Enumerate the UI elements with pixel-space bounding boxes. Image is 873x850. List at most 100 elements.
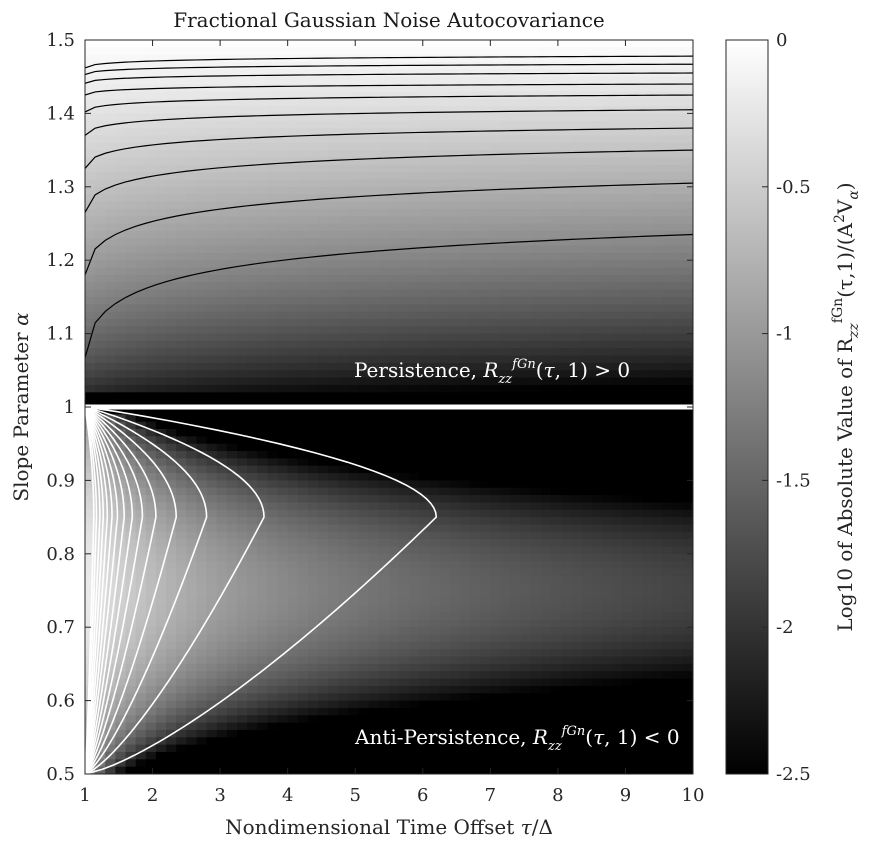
heatmap-cell bbox=[358, 641, 370, 650]
heatmap-cell bbox=[247, 40, 258, 48]
heatmap-cell bbox=[226, 216, 238, 225]
heatmap-cell bbox=[389, 678, 400, 687]
heatmap-cell bbox=[307, 707, 319, 716]
heatmap-cell bbox=[186, 216, 198, 225]
heatmap-cell bbox=[135, 414, 147, 423]
heatmap-cell bbox=[561, 194, 572, 203]
heatmap-cell bbox=[318, 208, 329, 217]
heatmap-cell bbox=[480, 304, 491, 313]
heatmap-cell bbox=[267, 69, 279, 78]
heatmap-cell bbox=[226, 575, 238, 584]
heatmap-cell bbox=[226, 106, 238, 114]
heatmap-cell bbox=[541, 465, 552, 474]
heatmap-cell bbox=[186, 509, 198, 518]
heatmap-cell bbox=[368, 348, 380, 357]
heatmap-cell bbox=[166, 267, 177, 276]
heatmap-cell bbox=[419, 355, 431, 364]
heatmap-cell bbox=[115, 318, 127, 327]
heatmap-cell bbox=[520, 362, 532, 371]
heatmap-cell bbox=[186, 135, 198, 144]
heatmap-cell bbox=[459, 707, 471, 716]
heatmap-cell bbox=[439, 340, 451, 349]
heatmap-cell bbox=[176, 223, 187, 232]
heatmap-cell bbox=[95, 76, 106, 85]
heatmap-cell bbox=[287, 649, 299, 658]
heatmap-cell bbox=[561, 318, 572, 327]
heatmap-cell bbox=[186, 649, 198, 658]
heatmap-cell bbox=[176, 98, 187, 107]
heatmap-cell bbox=[226, 744, 238, 753]
heatmap-cell bbox=[145, 362, 157, 371]
heatmap-cell bbox=[429, 634, 441, 643]
heatmap-cell bbox=[216, 744, 228, 753]
heatmap-cell bbox=[328, 656, 339, 665]
heatmap-cell bbox=[237, 208, 248, 217]
heatmap-cell bbox=[399, 451, 410, 459]
heatmap-cell bbox=[247, 495, 258, 504]
heatmap-cell bbox=[510, 429, 522, 437]
heatmap-cell bbox=[459, 208, 471, 217]
heatmap-cell bbox=[166, 252, 177, 261]
heatmap-cell bbox=[287, 539, 299, 548]
heatmap-cell bbox=[135, 252, 147, 261]
heatmap-cell bbox=[328, 671, 339, 680]
heatmap-cell bbox=[287, 451, 299, 459]
heatmap-cell bbox=[510, 135, 522, 144]
heatmap-cell bbox=[348, 722, 360, 731]
heatmap-cell bbox=[449, 685, 461, 694]
heatmap-cell bbox=[368, 722, 380, 731]
heatmap-cell bbox=[358, 766, 370, 774]
heatmap-cell bbox=[237, 590, 248, 599]
heatmap-cell bbox=[419, 509, 431, 518]
heatmap-cell bbox=[135, 575, 147, 584]
heatmap-cell bbox=[530, 377, 542, 386]
heatmap-cell bbox=[226, 605, 238, 614]
heatmap-cell bbox=[277, 69, 289, 78]
heatmap-cell bbox=[368, 443, 380, 452]
heatmap-cell bbox=[145, 164, 157, 173]
heatmap-cell bbox=[125, 84, 137, 92]
heatmap-cell bbox=[449, 575, 461, 584]
heatmap-cell bbox=[328, 216, 339, 225]
heatmap-cell bbox=[510, 267, 522, 276]
heatmap-cell bbox=[226, 318, 238, 327]
heatmap-cell bbox=[85, 208, 96, 217]
heatmap-cell bbox=[206, 179, 218, 188]
heatmap-cell bbox=[480, 605, 491, 614]
heatmap-cell bbox=[368, 575, 380, 584]
heatmap-cell bbox=[176, 421, 187, 430]
heatmap-cell bbox=[95, 54, 106, 63]
heatmap-cell bbox=[115, 91, 127, 100]
heatmap-cell bbox=[348, 751, 360, 760]
heatmap-cell bbox=[459, 230, 471, 239]
heatmap-cell bbox=[287, 377, 299, 386]
heatmap-cell bbox=[287, 128, 299, 137]
heatmap-cell bbox=[459, 157, 471, 166]
heatmap-cell bbox=[500, 539, 512, 548]
heatmap-cell bbox=[530, 157, 542, 166]
heatmap-cell bbox=[571, 289, 583, 298]
heatmap-cell bbox=[500, 487, 512, 496]
heatmap-cell bbox=[551, 201, 562, 210]
heatmap-cell bbox=[226, 707, 238, 716]
heatmap-cell bbox=[206, 47, 218, 56]
heatmap-cell bbox=[166, 627, 177, 636]
heatmap-cell bbox=[490, 84, 502, 92]
heatmap-cell bbox=[95, 84, 106, 92]
heatmap-cell bbox=[206, 260, 218, 269]
heatmap-cell bbox=[470, 223, 481, 232]
heatmap-cell bbox=[328, 451, 339, 459]
heatmap-cell bbox=[297, 142, 309, 151]
heatmap-cell bbox=[581, 495, 593, 504]
heatmap-cell bbox=[125, 150, 137, 159]
heatmap-cell bbox=[470, 399, 481, 408]
heatmap-cell bbox=[459, 150, 471, 159]
heatmap-cell bbox=[561, 619, 572, 628]
heatmap-cell bbox=[541, 113, 552, 122]
heatmap-cell bbox=[449, 384, 461, 393]
heatmap-cell bbox=[541, 458, 552, 467]
heatmap-cell bbox=[378, 517, 390, 526]
heatmap-cell bbox=[520, 355, 532, 364]
heatmap-cell bbox=[530, 641, 542, 650]
heatmap-cell bbox=[216, 267, 228, 276]
